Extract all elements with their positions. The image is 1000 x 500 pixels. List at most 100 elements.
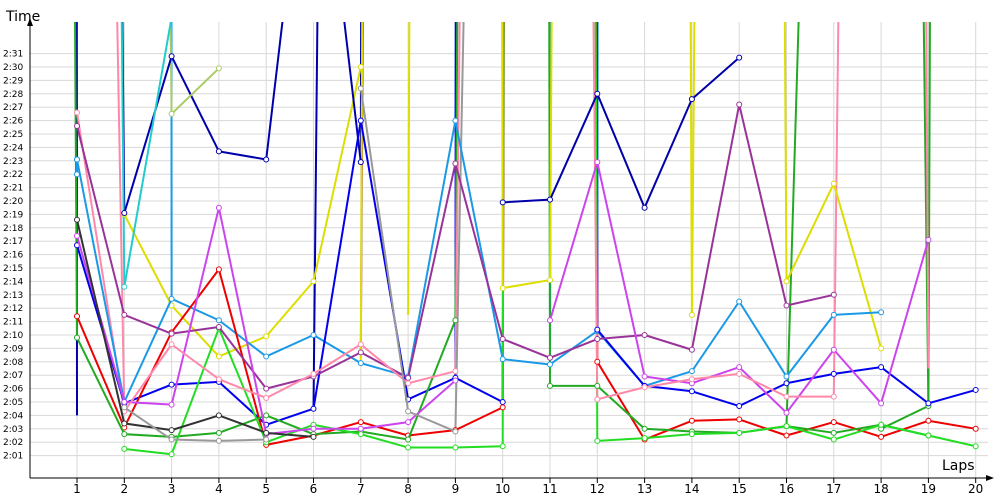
- y-tick-label: 2:28: [3, 90, 23, 100]
- x-axis-arrow-icon: [986, 475, 994, 481]
- series-5-point: [357, 419, 364, 426]
- series-6-point: [74, 334, 80, 341]
- x-tick-label: 9: [452, 482, 460, 496]
- series-4-point: [783, 380, 790, 387]
- series-7-point: [357, 431, 364, 438]
- y-tick-label: 2:09: [3, 344, 23, 354]
- series-8-point: [688, 346, 695, 353]
- y-axis-arrow-icon: [27, 18, 33, 26]
- y-tick-label: 2:21: [3, 184, 23, 194]
- extra-series-line: [502, 279, 551, 290]
- series-0-point: [215, 148, 222, 155]
- series-14-line: [123, 22, 172, 287]
- series-7-point: [499, 443, 506, 450]
- y-tick-label: 2:31: [3, 50, 23, 60]
- x-axis-title: Laps: [942, 458, 975, 474]
- series-5-line: [76, 268, 504, 446]
- extra-series-line: [123, 66, 362, 358]
- y-tick-label: 2:26: [3, 117, 23, 127]
- series-6-point: [452, 317, 459, 324]
- x-tick-label: 8: [404, 482, 412, 496]
- series-7-point: [830, 436, 837, 443]
- series-0-point: [168, 53, 175, 60]
- series-9-point: [215, 204, 222, 211]
- series-layer: [74, 22, 979, 458]
- y-tick-label: 2:18: [3, 224, 23, 234]
- y-tick-label: 2:07: [3, 371, 23, 381]
- x-tick-label: 17: [826, 482, 841, 496]
- series-10-point: [736, 370, 743, 377]
- series-11-point: [215, 412, 222, 419]
- series-5-point: [74, 313, 80, 320]
- y-tick-label: 2:05: [3, 398, 23, 408]
- series-8-point: [357, 349, 364, 356]
- series-7-point: [878, 421, 885, 428]
- series-5-point: [972, 425, 979, 432]
- series-4-point: [499, 399, 506, 405]
- series-8-point: [263, 385, 270, 392]
- extra-series-point: [499, 285, 506, 292]
- series-group: [74, 22, 979, 458]
- series-3-point: [263, 353, 270, 360]
- y-tick-label: 2:19: [3, 210, 23, 220]
- y-tick-label: 2:10: [3, 331, 23, 341]
- series-8-point: [641, 332, 648, 338]
- series-4-point: [168, 381, 175, 388]
- series-6-point: [121, 431, 128, 438]
- series-8-point: [783, 302, 790, 309]
- offscale-segment: [785, 22, 800, 427]
- extra-series-point: [263, 333, 270, 340]
- series-10-point: [263, 394, 270, 401]
- offscale-segment: [594, 22, 599, 441]
- series-10-point: [452, 368, 459, 375]
- series-7-point: [925, 432, 932, 439]
- series-7-point: [736, 429, 743, 436]
- y-tick-label: 2:24: [3, 143, 23, 153]
- x-tick-label: 20: [968, 482, 983, 496]
- series-10-point: [783, 393, 790, 400]
- series-11-point: [168, 427, 175, 434]
- x-tick-label: 14: [684, 482, 699, 496]
- extra-series-line: [880, 405, 929, 430]
- x-tick-label: 16: [779, 482, 794, 496]
- series-6-point: [830, 429, 837, 436]
- series-10-point: [215, 376, 222, 383]
- series-9-point: [310, 425, 317, 432]
- series-1-point: [688, 96, 695, 103]
- extra-series-point: [688, 311, 695, 318]
- series-5-point: [594, 358, 601, 365]
- x-tick-label: 19: [921, 482, 936, 496]
- series-6-point: [594, 382, 601, 389]
- y-tick-label: 2:02: [3, 438, 23, 448]
- series-7-point: [452, 444, 459, 451]
- series-7-point: [783, 423, 790, 430]
- x-tick-label: 15: [732, 482, 747, 496]
- series-0-point: [263, 156, 270, 163]
- series-8-point: [499, 336, 506, 343]
- series-9-point: [168, 401, 175, 408]
- series-9-point: [641, 373, 648, 380]
- series-10-point: [688, 376, 695, 383]
- x-tick-label: 11: [542, 482, 557, 496]
- series-9-point: [878, 400, 885, 407]
- series-1-point: [594, 90, 601, 97]
- y-tick-label: 2:14: [3, 277, 23, 287]
- series-9-point: [830, 346, 837, 353]
- axes: Time Laps: [5, 9, 994, 481]
- series-7-point: [641, 435, 648, 442]
- series-9-point: [783, 409, 790, 416]
- series-12-point: [121, 404, 128, 411]
- series-5-point: [499, 404, 506, 411]
- series-12-point: [215, 437, 222, 444]
- series-1-point: [547, 196, 553, 203]
- y-tick-label: 2:11: [3, 318, 23, 328]
- series-3-point: [736, 298, 743, 305]
- series-3-point: [74, 156, 80, 163]
- series-13-point: [215, 65, 222, 72]
- series-11-line: [76, 219, 314, 438]
- series-9-point: [594, 159, 601, 166]
- series-6-point: [641, 425, 648, 432]
- series-5-point: [783, 432, 790, 439]
- series-5-point: [830, 419, 837, 426]
